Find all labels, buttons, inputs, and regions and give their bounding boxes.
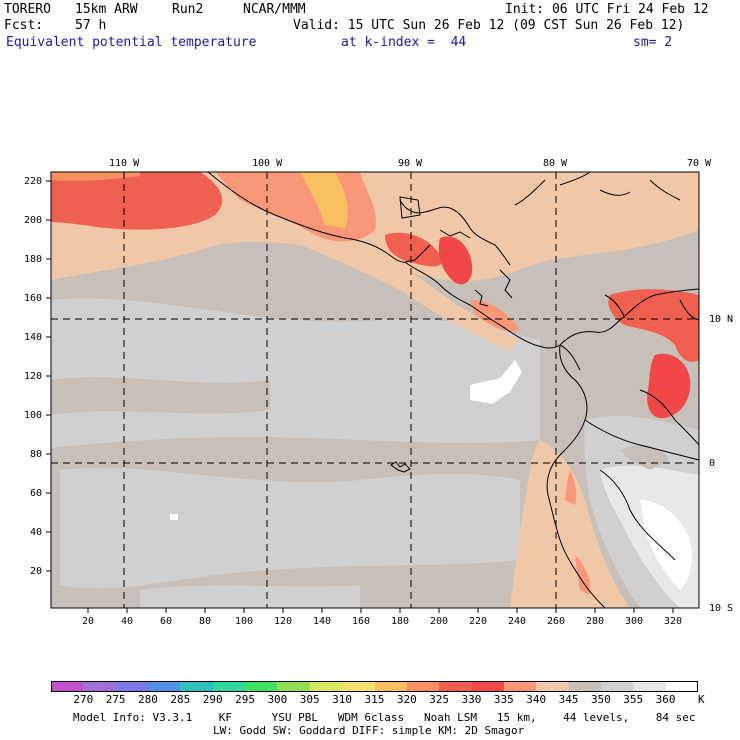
colorbar-label: 325 bbox=[429, 693, 450, 706]
colorbar-label: 310 bbox=[332, 693, 353, 706]
colorbar-label: 285 bbox=[170, 693, 191, 706]
colorbar-unit: K bbox=[698, 693, 705, 706]
y-tick-label: 40 bbox=[30, 527, 43, 538]
colorbar-swatch bbox=[309, 681, 343, 692]
x-tick-label: 80 bbox=[199, 616, 212, 627]
model-info: Model Info: V3.3.1 KF YSU PBL WDM 6class… bbox=[73, 711, 696, 724]
colorbar-swatch bbox=[115, 681, 149, 692]
lon-label-110w: 110 W bbox=[109, 158, 140, 169]
lon-label-70w: 70 W bbox=[687, 158, 712, 169]
colorbar-label: 340 bbox=[526, 693, 547, 706]
colorbar-label: 275 bbox=[105, 693, 126, 706]
x-tick-label: 120 bbox=[274, 616, 293, 627]
colorbar-swatch bbox=[277, 681, 311, 692]
colorbar-swatch bbox=[245, 681, 278, 692]
valid-time: Valid: 15 UTC Sun 26 Feb 12 (09 CST Sun … bbox=[293, 18, 685, 33]
colorbar-swatch bbox=[568, 681, 602, 692]
colorbar-swatch bbox=[148, 681, 181, 692]
colorbar-label: 290 bbox=[202, 693, 223, 706]
y-tick-label: 80 bbox=[30, 449, 43, 460]
run-label: Run2 bbox=[172, 2, 204, 17]
x-tick-label: 240 bbox=[508, 616, 527, 627]
lon-label-90w: 90 W bbox=[398, 158, 423, 169]
lat-label-equator: 0 bbox=[709, 458, 716, 469]
colorbar-swatch bbox=[439, 681, 473, 692]
colorbar-swatch bbox=[212, 681, 246, 692]
forecast-label: Fcst: bbox=[4, 18, 44, 33]
colorbar-swatch bbox=[665, 681, 699, 692]
colorbar-label: 345 bbox=[558, 693, 579, 706]
y-tick-label: 160 bbox=[24, 293, 43, 304]
x-tick-label: 160 bbox=[352, 616, 371, 627]
y-tick-label: 120 bbox=[24, 371, 43, 382]
colorbar-swatch bbox=[503, 681, 537, 692]
lat-label-10n: 10 N bbox=[709, 314, 734, 325]
colorbar-label: 360 bbox=[655, 693, 676, 706]
y-tick-label: 200 bbox=[24, 215, 43, 226]
lon-label-80w: 80 W bbox=[543, 158, 568, 169]
x-tick-label: 200 bbox=[430, 616, 449, 627]
colorbar-label: 315 bbox=[364, 693, 385, 706]
coastlines bbox=[207, 171, 700, 609]
x-tick-label: 220 bbox=[469, 616, 488, 627]
y-tick-label: 140 bbox=[24, 332, 43, 343]
map-frame bbox=[50, 171, 700, 609]
colorbar-swatch bbox=[600, 681, 634, 692]
x-tick-label: 60 bbox=[160, 616, 173, 627]
map-axis-ticks bbox=[46, 180, 674, 613]
model-name: TORERO bbox=[4, 2, 51, 17]
y-tick-label: 100 bbox=[24, 410, 43, 421]
y-tick-label: 60 bbox=[30, 488, 43, 499]
x-tick-label: 40 bbox=[121, 616, 134, 627]
map-field-shading bbox=[51, 172, 699, 608]
x-tick-label: 300 bbox=[625, 616, 644, 627]
smoothing-label: sm= 2 bbox=[633, 35, 673, 50]
colorbar-label: 335 bbox=[493, 693, 514, 706]
lon-label-100w: 100 W bbox=[252, 158, 283, 169]
center-label: NCAR/MMM bbox=[243, 2, 306, 17]
y-tick-label: 180 bbox=[24, 254, 43, 265]
colorbar-label: 350 bbox=[590, 693, 611, 706]
forecast-hour: 57 h bbox=[75, 18, 107, 33]
colorbar-swatch bbox=[471, 681, 505, 692]
colorbar-swatch bbox=[83, 681, 117, 692]
lat-label-10s: 10 S bbox=[709, 603, 734, 614]
colorbar-swatch bbox=[374, 681, 408, 692]
colorbar-swatch bbox=[51, 681, 84, 692]
colorbar-swatch bbox=[536, 681, 570, 692]
x-tick-label: 20 bbox=[82, 616, 95, 627]
physics-info: LW: Godd SW: Goddard DIFF: simple KM: 2D… bbox=[213, 724, 525, 737]
colorbar-swatch bbox=[633, 681, 667, 692]
colorbar-swatch bbox=[342, 681, 375, 692]
y-tick-label: 220 bbox=[24, 176, 43, 187]
x-tick-label: 280 bbox=[586, 616, 605, 627]
colorbar-swatch bbox=[406, 681, 440, 692]
x-tick-label: 100 bbox=[235, 616, 254, 627]
colorbar-label: 330 bbox=[461, 693, 482, 706]
x-tick-label: 260 bbox=[547, 616, 566, 627]
colorbar-label: 355 bbox=[623, 693, 644, 706]
colorbar-label: 320 bbox=[396, 693, 417, 706]
colorbar-label: 270 bbox=[73, 693, 94, 706]
model-resolution: 15km ARW bbox=[75, 2, 138, 17]
colorbar-label: 305 bbox=[299, 693, 320, 706]
y-tick-label: 20 bbox=[30, 566, 43, 577]
x-tick-label: 140 bbox=[313, 616, 332, 627]
init-time: Init: 06 UTC Fri 24 Feb 12 bbox=[505, 2, 709, 17]
x-tick-label: 320 bbox=[664, 616, 683, 627]
map-grid bbox=[51, 172, 699, 608]
field-name: Equivalent potential temperature bbox=[6, 35, 257, 50]
level-label: at k-index = 44 bbox=[341, 35, 467, 50]
colorbar-swatch bbox=[180, 681, 214, 692]
colorbar-label: 300 bbox=[267, 693, 288, 706]
colorbar-label: 280 bbox=[138, 693, 158, 706]
colorbar-frame bbox=[51, 681, 698, 692]
x-tick-label: 180 bbox=[391, 616, 410, 627]
colorbar-label: 295 bbox=[235, 693, 255, 706]
